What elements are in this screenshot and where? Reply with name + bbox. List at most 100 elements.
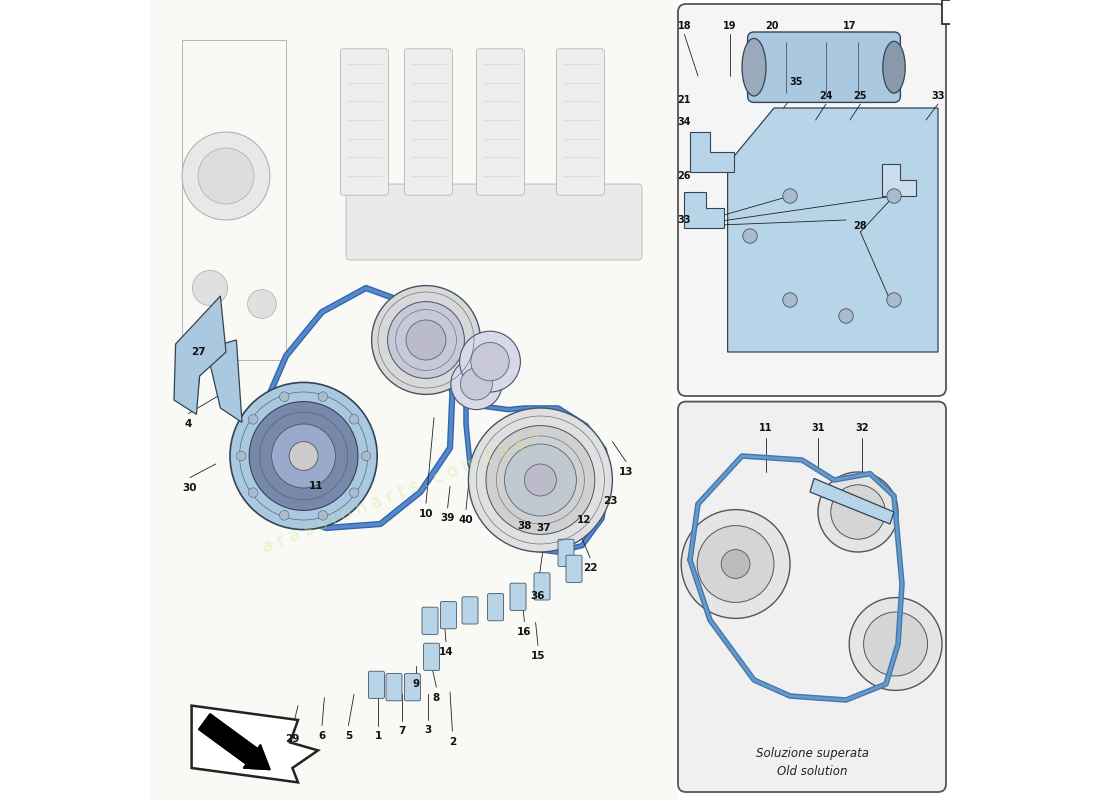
Circle shape — [350, 414, 359, 424]
Text: 12: 12 — [576, 515, 591, 525]
Text: 33: 33 — [932, 91, 945, 101]
Text: 17: 17 — [844, 22, 857, 31]
Text: 29: 29 — [285, 734, 299, 744]
FancyBboxPatch shape — [534, 573, 550, 600]
Circle shape — [783, 293, 798, 307]
Text: 34: 34 — [678, 118, 691, 127]
Circle shape — [451, 358, 502, 410]
Text: 21: 21 — [678, 95, 691, 105]
FancyBboxPatch shape — [424, 643, 440, 670]
Text: 33: 33 — [678, 215, 691, 225]
FancyBboxPatch shape — [557, 49, 604, 195]
Circle shape — [486, 426, 595, 534]
Text: 2: 2 — [449, 737, 456, 746]
Text: 20: 20 — [766, 22, 779, 31]
Text: 25: 25 — [854, 91, 867, 101]
Text: 27: 27 — [190, 347, 206, 357]
Polygon shape — [882, 164, 915, 196]
Text: 14: 14 — [439, 647, 453, 657]
Text: 11: 11 — [309, 482, 323, 491]
FancyBboxPatch shape — [386, 674, 402, 701]
Circle shape — [849, 598, 942, 690]
Text: 18: 18 — [678, 22, 691, 31]
Text: 1: 1 — [374, 731, 382, 741]
Polygon shape — [690, 132, 734, 172]
Bar — [150, 0, 678, 800]
Text: 13: 13 — [618, 467, 634, 477]
Circle shape — [461, 368, 493, 400]
Circle shape — [372, 286, 481, 394]
Text: Old solution: Old solution — [777, 765, 847, 778]
Text: 6: 6 — [318, 731, 326, 741]
Circle shape — [469, 408, 613, 552]
Text: 16: 16 — [517, 627, 531, 637]
FancyBboxPatch shape — [405, 49, 452, 195]
Text: 11: 11 — [759, 423, 772, 433]
Circle shape — [887, 189, 901, 203]
Text: 26: 26 — [678, 171, 691, 181]
Circle shape — [887, 293, 901, 307]
FancyBboxPatch shape — [462, 597, 478, 624]
Circle shape — [387, 302, 464, 378]
Text: Soluzione superata: Soluzione superata — [756, 747, 869, 760]
Circle shape — [722, 550, 750, 578]
Text: 3: 3 — [425, 726, 432, 735]
Text: a r a s s i o n a r t s . c o m 1 9 8 5: a r a s s i o n a r t s . c o m 1 9 8 5 — [261, 428, 543, 556]
FancyBboxPatch shape — [558, 539, 574, 566]
Circle shape — [460, 331, 520, 392]
Text: 40: 40 — [459, 515, 473, 525]
FancyBboxPatch shape — [368, 671, 384, 698]
Circle shape — [248, 290, 276, 318]
Circle shape — [198, 148, 254, 204]
Text: 15: 15 — [530, 651, 546, 661]
Circle shape — [272, 424, 336, 488]
FancyBboxPatch shape — [510, 583, 526, 610]
Circle shape — [236, 451, 246, 461]
Circle shape — [864, 612, 927, 676]
FancyArrow shape — [199, 714, 270, 770]
Polygon shape — [210, 340, 242, 422]
Text: 8: 8 — [432, 693, 440, 702]
Circle shape — [818, 472, 898, 552]
Text: 22: 22 — [583, 563, 597, 573]
FancyBboxPatch shape — [487, 594, 504, 621]
Polygon shape — [191, 706, 318, 782]
Circle shape — [250, 402, 358, 510]
Text: 23: 23 — [603, 496, 617, 506]
FancyBboxPatch shape — [346, 184, 642, 260]
Polygon shape — [174, 296, 226, 414]
Circle shape — [192, 270, 228, 306]
Text: 32: 32 — [856, 423, 869, 433]
Circle shape — [525, 464, 557, 496]
Text: 24: 24 — [820, 91, 833, 101]
FancyBboxPatch shape — [678, 4, 946, 396]
FancyBboxPatch shape — [678, 402, 946, 792]
Circle shape — [406, 320, 446, 360]
Circle shape — [182, 132, 270, 220]
Circle shape — [279, 510, 289, 520]
Text: 35: 35 — [790, 78, 803, 87]
Circle shape — [839, 309, 854, 323]
Text: 9: 9 — [412, 679, 419, 689]
Polygon shape — [727, 108, 938, 352]
Text: 30: 30 — [183, 483, 197, 493]
FancyBboxPatch shape — [748, 32, 901, 102]
Circle shape — [350, 488, 359, 498]
Circle shape — [681, 510, 790, 618]
Circle shape — [318, 392, 328, 402]
Circle shape — [230, 382, 377, 530]
FancyBboxPatch shape — [340, 49, 388, 195]
Polygon shape — [684, 192, 725, 228]
Text: 28: 28 — [854, 222, 867, 231]
FancyBboxPatch shape — [405, 674, 420, 701]
Text: 37: 37 — [537, 523, 551, 533]
Text: 36: 36 — [530, 591, 546, 601]
Text: 31: 31 — [812, 423, 825, 433]
Polygon shape — [810, 478, 894, 524]
Text: 5: 5 — [344, 731, 352, 741]
Circle shape — [279, 392, 289, 402]
Text: 19: 19 — [724, 22, 737, 31]
FancyBboxPatch shape — [476, 49, 525, 195]
Circle shape — [830, 485, 886, 539]
Text: 38: 38 — [517, 522, 531, 531]
